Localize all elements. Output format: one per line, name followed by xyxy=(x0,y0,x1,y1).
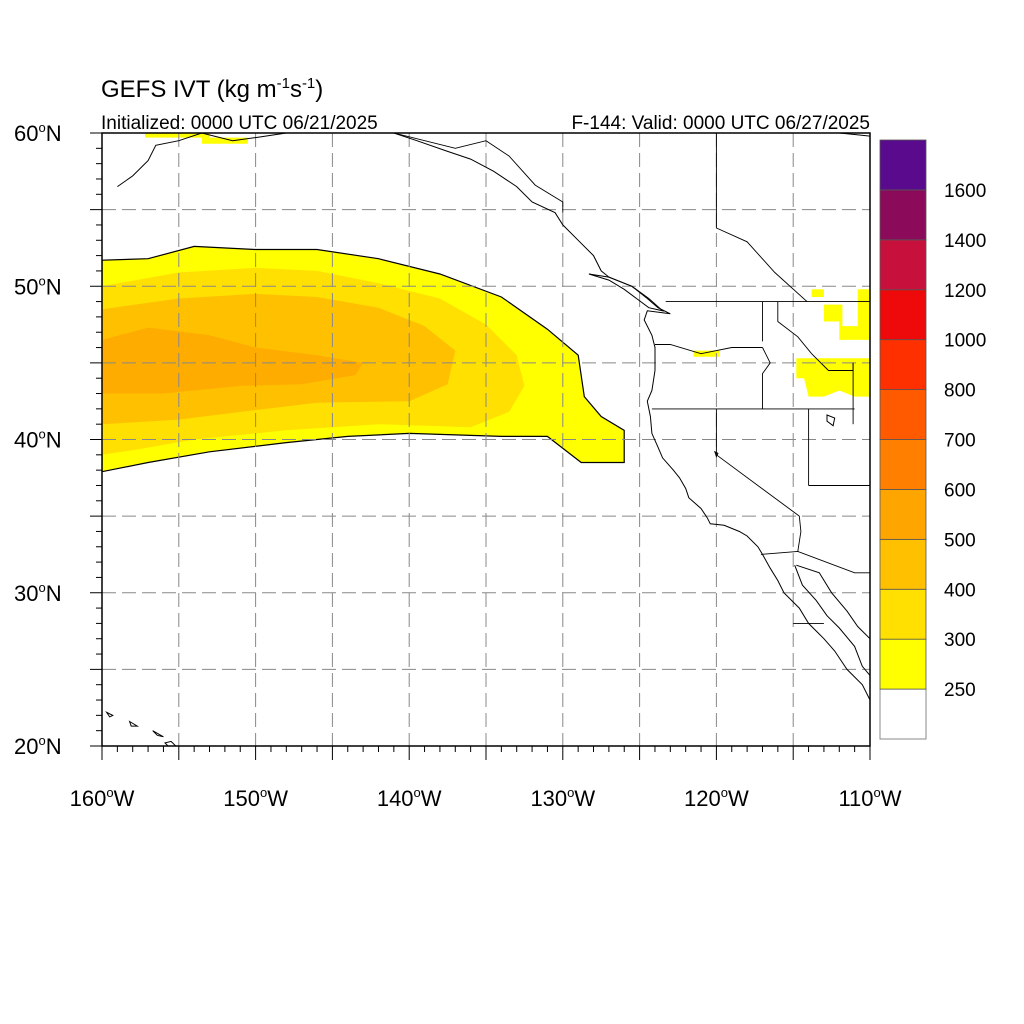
border-alaska-canada xyxy=(393,133,564,213)
colorbar-label: 600 xyxy=(944,480,976,501)
coastline-gulf-california xyxy=(794,565,870,677)
lat-label: 60oN xyxy=(14,120,62,146)
colorbar-box xyxy=(879,289,927,341)
colorbar-box xyxy=(879,389,927,440)
ivt-patch-interior-2 xyxy=(796,358,870,397)
coastline-hawaii-oahu xyxy=(128,720,140,727)
coastline-mainland-mexico xyxy=(796,564,870,640)
colorbar-box xyxy=(879,189,927,241)
ivt-shading-layer xyxy=(102,133,870,473)
lon-label: 110oW xyxy=(838,785,901,811)
map-area xyxy=(102,133,870,746)
coastline-alaska xyxy=(117,133,289,188)
colorbar-box xyxy=(879,538,927,590)
colorbar-label: 300 xyxy=(944,630,976,651)
coastline-hawaii-maui xyxy=(152,730,164,738)
colorbar-label: 800 xyxy=(944,381,976,402)
colorbar: 250 300 400 500 600 700 800 1000 1200 1400 1600 xyxy=(879,139,986,740)
border-az-ca xyxy=(797,516,802,552)
subtitle-initialized: Initialized: 0000 UTC 06/21/2025 xyxy=(101,113,378,134)
map-title: GEFS IVT (kg m-1s-1) xyxy=(101,75,323,103)
lon-label: 130oW xyxy=(530,785,595,811)
lon-label: 160oW xyxy=(70,785,135,811)
lat-label: 50oN xyxy=(14,273,62,299)
lat-label: 30oN xyxy=(14,580,62,606)
gridlines xyxy=(102,133,870,746)
coastline-hawaii-big xyxy=(164,740,177,746)
border-ca-nv xyxy=(715,408,800,517)
colorbar-label: 1400 xyxy=(944,231,986,252)
subtitle-valid: F-144: Valid: 0000 UTC 06/27/2025 xyxy=(571,113,870,134)
colorbar-label: 1600 xyxy=(944,181,986,202)
colorbar-label: 1200 xyxy=(944,281,986,302)
colorbar-box xyxy=(879,489,927,540)
coastline-hawaii-kauai xyxy=(105,711,114,718)
latitude-labels: 60oN 50oN 40oN 30oN 20oN xyxy=(14,120,62,759)
border-us-mexico xyxy=(760,550,870,574)
colorbar-box xyxy=(879,638,927,690)
ivt-patch-alaska xyxy=(145,133,248,144)
ivt-patch-interior-0 xyxy=(811,289,824,297)
colorbar-box xyxy=(879,339,927,390)
lon-label: 150oW xyxy=(223,785,288,811)
colorbar-box xyxy=(879,239,927,291)
colorbar-box xyxy=(879,439,927,490)
colorbar-label: 250 xyxy=(944,680,976,701)
axis-ticks xyxy=(90,132,871,760)
ivt-plume-500 xyxy=(102,327,364,394)
borders-layer xyxy=(393,133,870,624)
lat-label: 40oN xyxy=(14,427,62,453)
lon-label: 140oW xyxy=(377,785,442,811)
coastline-alaska-panhandle xyxy=(393,133,870,701)
coastline-vancouver-island xyxy=(588,273,665,312)
border-wa-or xyxy=(655,344,763,355)
longitude-labels: 160oW 150oW 140oW 130oW 120oW 110oW xyxy=(70,785,902,811)
coastlines-layer xyxy=(105,133,870,746)
lake-great-salt xyxy=(826,414,836,427)
border-bc-alberta xyxy=(715,133,808,302)
colorbar-label: 1000 xyxy=(944,331,986,352)
border-or-id xyxy=(762,347,771,409)
lon-label: 120oW xyxy=(684,785,749,811)
ivt-patch-oregon xyxy=(693,350,720,357)
colorbar-box xyxy=(879,588,927,640)
colorbar-box-below xyxy=(879,688,927,740)
colorbar-box xyxy=(879,139,927,191)
colorbar-label: 700 xyxy=(944,431,976,452)
colorbar-label: 400 xyxy=(944,580,976,601)
lat-label: 20oN xyxy=(14,733,62,759)
colorbar-label: 500 xyxy=(944,530,976,551)
